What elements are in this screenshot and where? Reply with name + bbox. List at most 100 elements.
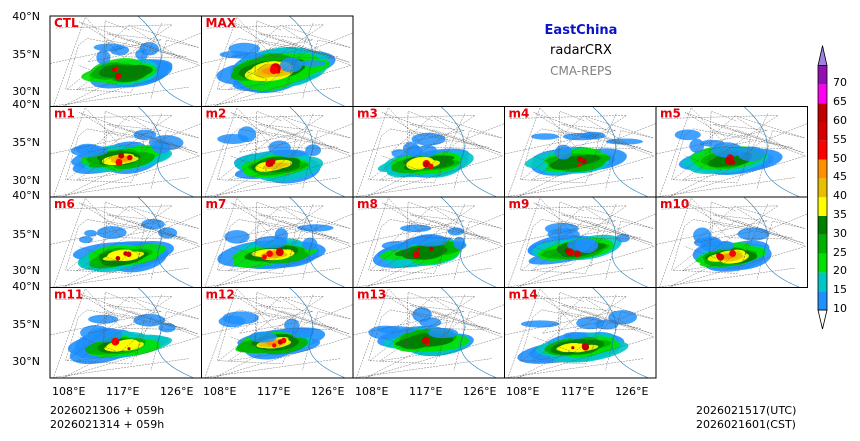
echo-blob <box>274 228 288 242</box>
echo-core <box>571 346 575 350</box>
echo-blob <box>447 227 465 236</box>
province-boundary <box>660 205 807 271</box>
province-boundary <box>65 204 187 274</box>
lat-tick-30-r2: 30°N <box>12 264 40 277</box>
province-boundary <box>541 296 654 371</box>
colorbar-label-55: 55 <box>833 132 847 146</box>
panel-label-m10: m10 <box>660 197 689 211</box>
init-time-utc: 2026021306 + 059h <box>50 404 165 417</box>
colorbar-label-40: 40 <box>833 189 847 203</box>
province-boundary <box>357 115 504 181</box>
echo-blob <box>290 327 315 339</box>
province-boundary <box>693 115 806 190</box>
province-boundary <box>201 124 350 181</box>
echo-blob <box>520 320 560 328</box>
colorbar-segment-15 <box>818 272 827 292</box>
colorbar-label-65: 65 <box>833 95 847 109</box>
province-boundary <box>63 202 201 288</box>
province-boundary <box>63 112 201 197</box>
colorbar-segment-70 <box>818 65 827 85</box>
province-boundary <box>353 214 501 271</box>
province-boundary <box>517 112 655 197</box>
province-boundary <box>205 296 353 362</box>
province-boundary <box>214 202 352 288</box>
lat-tick-35-r3: 35°N <box>12 318 40 331</box>
province-boundary <box>709 110 751 177</box>
province-boundary <box>54 24 201 90</box>
echo-blob <box>689 138 705 153</box>
coastline <box>592 197 649 288</box>
colorbar-segment-10 <box>818 291 827 310</box>
panel-label-m2: m2 <box>206 107 227 121</box>
colorbar-extend-max <box>817 45 828 66</box>
province-boundary <box>87 115 200 190</box>
coastline <box>592 287 649 378</box>
coastline <box>137 197 195 288</box>
echo-core <box>574 250 581 258</box>
echo-core <box>269 163 274 167</box>
colorbar-segment-65 <box>818 84 827 104</box>
province-boundary <box>201 214 350 271</box>
province-boundary <box>406 291 448 358</box>
lat-tick-40-r0: 40°N <box>12 10 40 23</box>
echo-blob <box>158 322 176 333</box>
colorbar-segment-60 <box>818 103 827 122</box>
coastline <box>592 106 649 197</box>
colorbar-segment-55 <box>818 122 827 141</box>
panel-frame <box>504 287 657 379</box>
map-panel-m14 <box>504 287 656 378</box>
echo-blob <box>427 327 459 339</box>
coastline <box>289 287 346 378</box>
colorbar-label-35: 35 <box>833 208 847 222</box>
panel-label-m1: m1 <box>54 107 75 121</box>
echo-core <box>272 343 277 348</box>
province-boundary <box>366 202 504 288</box>
lat-tick-35-r2: 35°N <box>12 228 40 241</box>
province-boundary <box>103 291 145 358</box>
province-boundary <box>205 24 353 90</box>
echo-core <box>717 253 725 261</box>
colorbar-label-30: 30 <box>833 226 847 240</box>
province-boundary <box>201 305 350 362</box>
echo-blob <box>297 60 327 67</box>
valid-time-utc: 2026021517(UTC) <box>696 404 797 417</box>
echo-core <box>429 246 434 251</box>
province-boundary <box>406 201 448 267</box>
echo-blob <box>305 144 322 156</box>
province-boundary <box>541 206 654 280</box>
lon-tick-108-c1: 108°E <box>203 385 237 398</box>
province-boundary <box>504 124 653 181</box>
colorbar-segment-45 <box>818 159 827 179</box>
lon-tick-117-c1: 117°E <box>257 385 291 398</box>
province-boundary <box>87 206 200 280</box>
echo-core <box>427 163 434 170</box>
echo-core <box>416 247 421 251</box>
lon-tick-117-c3: 117°E <box>561 385 595 398</box>
echo-core <box>422 336 430 345</box>
echo-blob <box>605 138 643 145</box>
coastline <box>743 106 801 197</box>
map-panel-m3 <box>353 106 505 197</box>
colorbar-label-25: 25 <box>833 245 847 259</box>
panel-frame <box>655 196 808 288</box>
province-boundary <box>54 115 201 181</box>
panel-label-m3: m3 <box>357 107 378 121</box>
province-boundary <box>205 205 353 271</box>
colorbar-label-20: 20 <box>833 264 847 278</box>
map-panel-m4 <box>504 106 656 197</box>
coastline <box>440 197 498 288</box>
province-boundary <box>519 204 641 274</box>
province-boundary <box>390 296 503 371</box>
province-boundary <box>517 293 655 378</box>
colorbar-segment-20 <box>818 253 827 273</box>
lon-tick-126-c2: 126°E <box>463 385 497 398</box>
lon-tick-126-c3: 126°E <box>615 385 649 398</box>
province-boundary <box>368 113 490 184</box>
province-boundary <box>50 33 198 90</box>
province-boundary <box>656 214 804 271</box>
echo-core <box>115 256 121 261</box>
lat-tick-40-r1: 40°N <box>12 98 40 111</box>
province-boundary <box>63 293 201 378</box>
province-boundary <box>366 293 504 378</box>
province-boundary <box>406 110 448 177</box>
